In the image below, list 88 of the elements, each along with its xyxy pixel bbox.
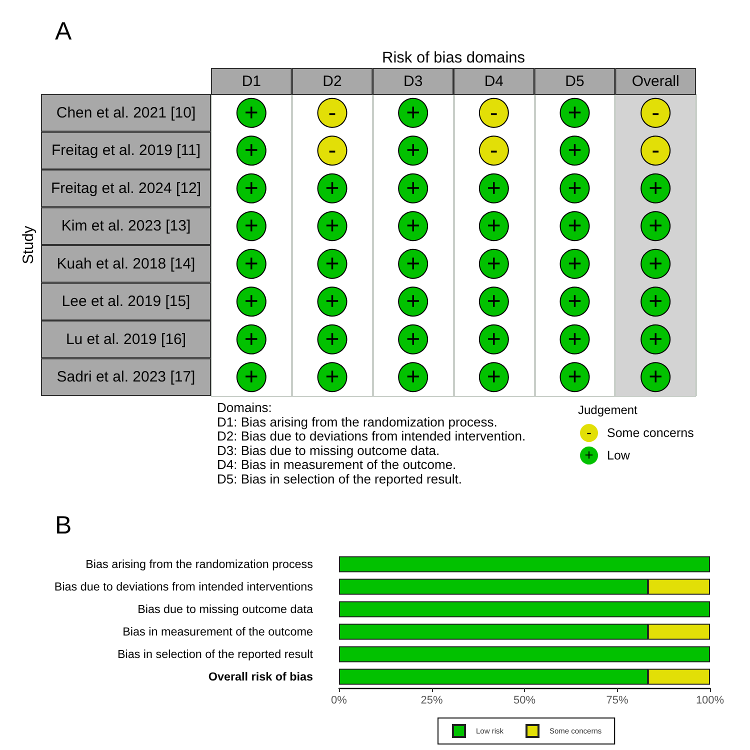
text: + <box>568 326 582 353</box>
x-tick-label: 100% <box>696 694 724 706</box>
text: + <box>568 137 582 164</box>
text: + <box>406 364 420 391</box>
x-tick-label: 0% <box>331 694 348 706</box>
text: + <box>648 212 663 240</box>
text: Some concerns <box>607 426 694 440</box>
text: Low <box>607 448 630 462</box>
x-tick-label: D2 <box>322 73 342 90</box>
text: + <box>486 212 501 240</box>
text: + <box>244 137 258 164</box>
text: + <box>244 250 258 278</box>
text: - <box>490 137 498 164</box>
text: + <box>568 250 582 278</box>
y-tick-label: Kuah et al. 2018 [14] <box>56 255 196 272</box>
y-tick-label: Bias due to deviations from intended interventions <box>54 580 314 594</box>
x-tick-label: D1 <box>242 73 262 90</box>
text: + <box>568 99 582 126</box>
text: B <box>55 512 72 540</box>
x-tick-label: D3 <box>403 73 423 90</box>
x-tick-label: 75% <box>606 694 628 706</box>
color-bar-title: Judgement <box>578 403 638 417</box>
text: + <box>568 174 582 202</box>
y-tick-label: Overall risk of bias <box>208 670 314 684</box>
y-tick-label: Freitag et al. 2024 [12] <box>50 180 202 197</box>
y-tick-label: Freitag et al. 2019 [11] <box>52 142 200 160</box>
x-tick-label: 25% <box>420 694 443 706</box>
text: + <box>486 174 501 202</box>
text: + <box>568 212 582 240</box>
text: Domains: <box>217 400 272 415</box>
text: + <box>406 326 420 353</box>
text: + <box>325 326 340 353</box>
text: + <box>244 212 258 240</box>
x-tick-label: Overall <box>632 73 680 90</box>
y-tick-label: Bias in measurement of the outcome <box>122 625 313 638</box>
text: - <box>652 137 660 164</box>
y-tick-label: Bias arising from the randomization process <box>86 558 314 571</box>
text: + <box>406 99 420 126</box>
y-tick-label: Chen et al. 2021 [10] <box>56 104 196 122</box>
text: + <box>486 250 501 278</box>
text: + <box>406 174 420 202</box>
text: D4: Bias in measurement of the outcome. <box>217 457 456 472</box>
text: + <box>648 250 663 278</box>
text: D1: Bias arising from the randomization process. <box>217 414 498 430</box>
text: + <box>648 288 663 316</box>
text: + <box>648 174 663 202</box>
y-tick-label: Lee et al. 2019 [15] <box>62 293 190 310</box>
y-tick-label: Kim et al. 2023 [13] <box>61 218 191 235</box>
text: + <box>486 288 501 316</box>
text: + <box>486 364 501 391</box>
chart-title: A <box>55 18 72 46</box>
x-tick-label: D4 <box>484 73 504 90</box>
text: + <box>406 288 420 316</box>
x-tick-label: 50% <box>513 694 536 706</box>
text: + <box>406 212 420 240</box>
y-tick-label: Bias in selection of the reported result <box>117 648 314 661</box>
text: - <box>328 137 336 164</box>
text: + <box>648 326 663 353</box>
text: + <box>244 364 258 391</box>
text: D2: Bias due to deviations from intended intervention. <box>217 428 526 444</box>
text: + <box>325 364 340 391</box>
text: + <box>244 99 258 126</box>
x-axis-title: Risk of bias domains <box>382 50 526 66</box>
text: + <box>325 250 340 278</box>
y-tick-label: Sadri et al. 2023 [17] <box>56 368 196 386</box>
text: + <box>568 364 582 391</box>
text: + <box>568 288 582 316</box>
text: + <box>486 326 501 353</box>
text: - <box>490 99 498 126</box>
y-tick-label: Lu et al. 2019 [16] <box>66 330 186 348</box>
text: + <box>648 364 663 391</box>
y-axis-title: Study <box>20 225 37 264</box>
text: - <box>586 424 592 442</box>
text: - <box>328 99 336 126</box>
text: + <box>325 174 340 202</box>
x-tick-label: D5 <box>565 73 584 90</box>
text: + <box>244 174 258 202</box>
text: - <box>652 99 660 126</box>
text: + <box>584 447 594 464</box>
text: + <box>244 326 258 353</box>
y-tick-label: Bias due to missing outcome data <box>138 602 314 616</box>
text: + <box>406 250 420 278</box>
text: D3: Bias due to missing outcome data. <box>217 442 440 458</box>
text: + <box>244 288 258 316</box>
text: D5: Bias in selection of the reported result. <box>217 472 462 486</box>
text: + <box>406 137 420 164</box>
text: + <box>325 288 340 316</box>
text: + <box>325 212 340 240</box>
